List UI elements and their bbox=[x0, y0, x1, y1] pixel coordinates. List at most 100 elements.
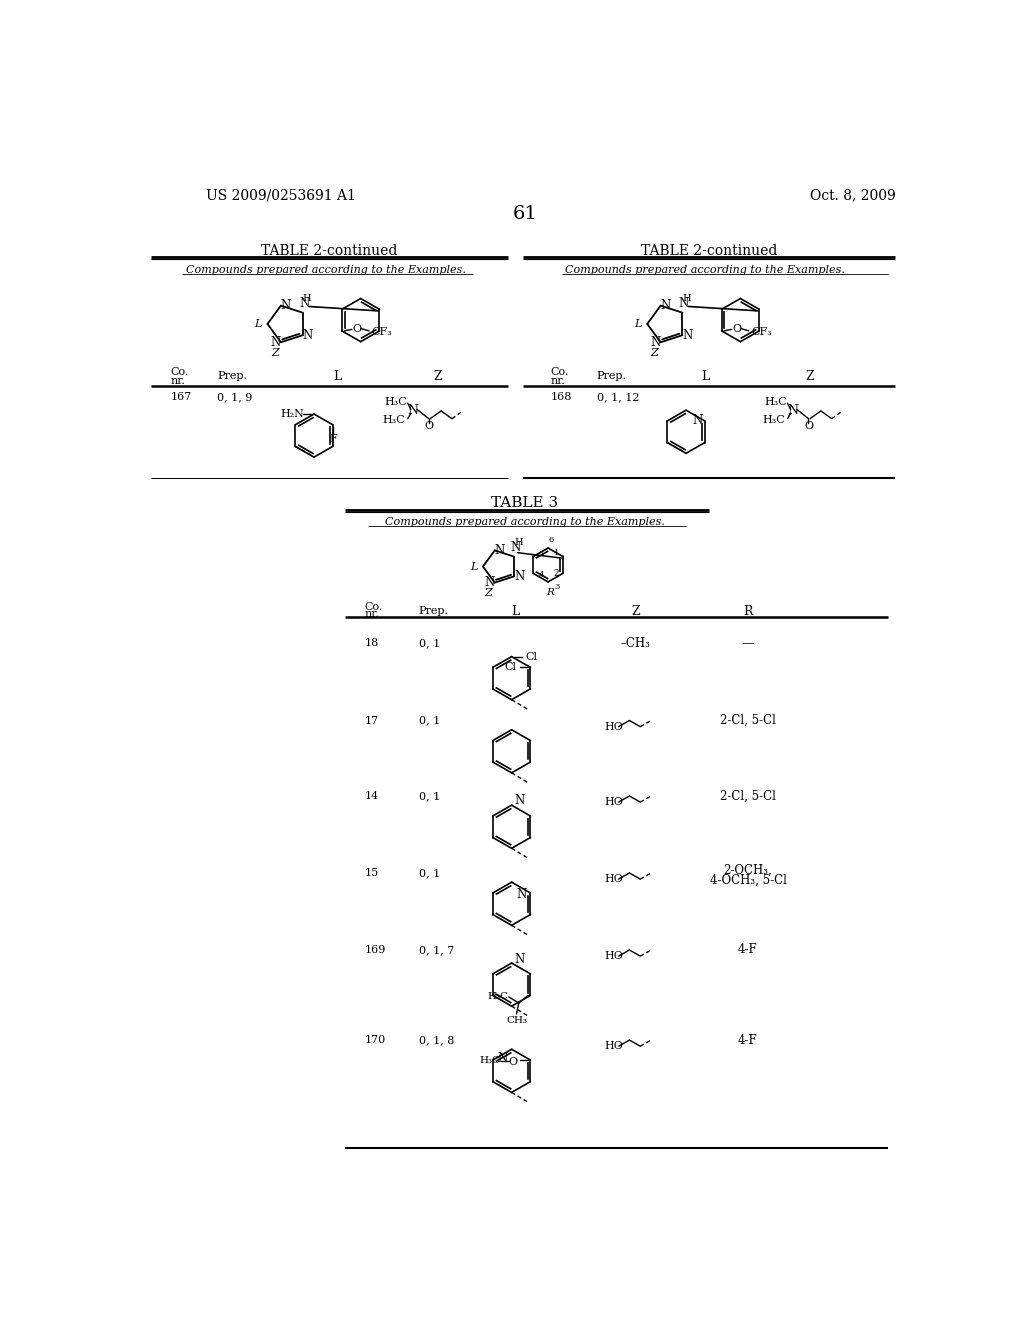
Text: TABLE 2-continued: TABLE 2-continued bbox=[261, 244, 397, 257]
Text: CH₃: CH₃ bbox=[506, 1016, 527, 1026]
Text: 170: 170 bbox=[365, 1035, 386, 1045]
Text: Co.: Co. bbox=[365, 602, 383, 611]
Text: Z: Z bbox=[806, 370, 814, 383]
Text: N: N bbox=[510, 541, 520, 554]
Text: N: N bbox=[270, 335, 281, 348]
Text: 0, 1, 8: 0, 1, 8 bbox=[419, 1035, 454, 1045]
Text: Cl: Cl bbox=[525, 652, 538, 661]
Text: H₃C: H₃C bbox=[764, 397, 786, 407]
Text: 168: 168 bbox=[550, 392, 571, 403]
Text: H: H bbox=[303, 294, 311, 304]
Text: 0, 1, 9: 0, 1, 9 bbox=[217, 392, 253, 403]
Text: L: L bbox=[255, 319, 262, 329]
Text: Cl: Cl bbox=[504, 663, 516, 672]
Text: 18: 18 bbox=[365, 639, 379, 648]
Text: US 2009/0253691 A1: US 2009/0253691 A1 bbox=[206, 189, 355, 202]
Text: Prep.: Prep. bbox=[217, 371, 247, 381]
Text: L: L bbox=[333, 370, 341, 383]
Text: L: L bbox=[701, 370, 710, 383]
Text: HO: HO bbox=[604, 722, 624, 731]
Text: 5: 5 bbox=[539, 550, 544, 558]
Text: Compounds prepared according to the Examples.: Compounds prepared according to the Exam… bbox=[565, 265, 846, 275]
Text: N: N bbox=[495, 544, 505, 557]
Text: N: N bbox=[281, 300, 291, 312]
Text: 0, 1: 0, 1 bbox=[419, 715, 440, 726]
Text: R: R bbox=[546, 589, 554, 597]
Text: O: O bbox=[424, 421, 433, 432]
Text: 14: 14 bbox=[365, 791, 379, 801]
Text: 61: 61 bbox=[512, 205, 538, 223]
Text: CF₃: CF₃ bbox=[751, 327, 772, 338]
Text: 0, 1: 0, 1 bbox=[419, 791, 440, 801]
Text: L: L bbox=[470, 561, 477, 572]
Text: 2: 2 bbox=[554, 569, 559, 578]
Text: HO: HO bbox=[604, 874, 624, 884]
Text: 4: 4 bbox=[539, 572, 544, 579]
Text: O: O bbox=[804, 421, 813, 432]
Text: N: N bbox=[303, 329, 313, 342]
Text: TABLE 2-continued: TABLE 2-continued bbox=[641, 244, 777, 257]
Text: H₂N: H₂N bbox=[281, 409, 304, 418]
Text: F: F bbox=[329, 434, 337, 444]
Text: nr.: nr. bbox=[550, 376, 565, 385]
Text: N: N bbox=[514, 795, 524, 807]
Text: Oct. 8, 2009: Oct. 8, 2009 bbox=[810, 189, 895, 202]
Text: O: O bbox=[353, 323, 361, 334]
Text: L: L bbox=[634, 319, 642, 329]
Text: nr.: nr. bbox=[171, 376, 185, 385]
Text: 3: 3 bbox=[555, 582, 560, 590]
Text: 2-OCH₃,: 2-OCH₃, bbox=[724, 865, 772, 878]
Text: 4-OCH₃, 5-Cl: 4-OCH₃, 5-Cl bbox=[710, 874, 786, 887]
Text: N: N bbox=[514, 570, 524, 583]
Text: Z: Z bbox=[484, 589, 493, 598]
Text: 17: 17 bbox=[365, 715, 379, 726]
Text: Co.: Co. bbox=[550, 367, 568, 378]
Text: N: N bbox=[650, 335, 660, 348]
Text: N: N bbox=[484, 576, 495, 589]
Text: N: N bbox=[787, 404, 799, 417]
Text: N: N bbox=[516, 888, 526, 902]
Text: CF₃: CF₃ bbox=[372, 327, 392, 338]
Text: N: N bbox=[408, 404, 419, 417]
Text: O: O bbox=[509, 1056, 518, 1067]
Text: Z: Z bbox=[270, 348, 279, 358]
Text: N: N bbox=[299, 297, 309, 310]
Text: 6: 6 bbox=[549, 536, 554, 544]
Text: nr.: nr. bbox=[365, 610, 379, 619]
Text: 169: 169 bbox=[365, 945, 386, 954]
Text: 2-Cl, 5-Cl: 2-Cl, 5-Cl bbox=[720, 789, 776, 803]
Text: H₃C: H₃C bbox=[487, 993, 508, 1002]
Text: Z: Z bbox=[434, 370, 442, 383]
Text: N: N bbox=[497, 1052, 507, 1065]
Text: Z: Z bbox=[632, 605, 640, 618]
Text: TABLE 3: TABLE 3 bbox=[492, 496, 558, 511]
Text: R: R bbox=[743, 605, 753, 618]
Text: O: O bbox=[732, 323, 741, 334]
Text: L: L bbox=[511, 605, 519, 618]
Text: —: — bbox=[741, 638, 755, 649]
Text: 167: 167 bbox=[171, 392, 191, 403]
Text: H₃C: H₃C bbox=[383, 416, 406, 425]
Text: N: N bbox=[692, 414, 702, 428]
Text: 0, 1: 0, 1 bbox=[419, 869, 440, 878]
Text: –CH₃: –CH₃ bbox=[621, 638, 650, 649]
Text: 4-F: 4-F bbox=[738, 1034, 758, 1047]
Text: H₃C: H₃C bbox=[479, 1056, 501, 1065]
Text: 2-Cl, 5-Cl: 2-Cl, 5-Cl bbox=[720, 714, 776, 727]
Text: Z: Z bbox=[650, 348, 658, 358]
Text: H: H bbox=[683, 294, 691, 304]
Text: 15: 15 bbox=[365, 869, 379, 878]
Text: HO: HO bbox=[604, 797, 624, 807]
Text: HO: HO bbox=[604, 952, 624, 961]
Text: 0, 1, 7: 0, 1, 7 bbox=[419, 945, 454, 954]
Text: Prep.: Prep. bbox=[419, 606, 449, 616]
Text: N: N bbox=[660, 300, 671, 312]
Text: H₃C: H₃C bbox=[763, 416, 785, 425]
Text: 0, 1: 0, 1 bbox=[419, 639, 440, 648]
Text: H: H bbox=[514, 539, 523, 548]
Text: N: N bbox=[679, 297, 689, 310]
Text: N: N bbox=[683, 329, 693, 342]
Text: Co.: Co. bbox=[171, 367, 189, 378]
Text: N: N bbox=[514, 953, 524, 966]
Text: 0, 1, 12: 0, 1, 12 bbox=[597, 392, 639, 403]
